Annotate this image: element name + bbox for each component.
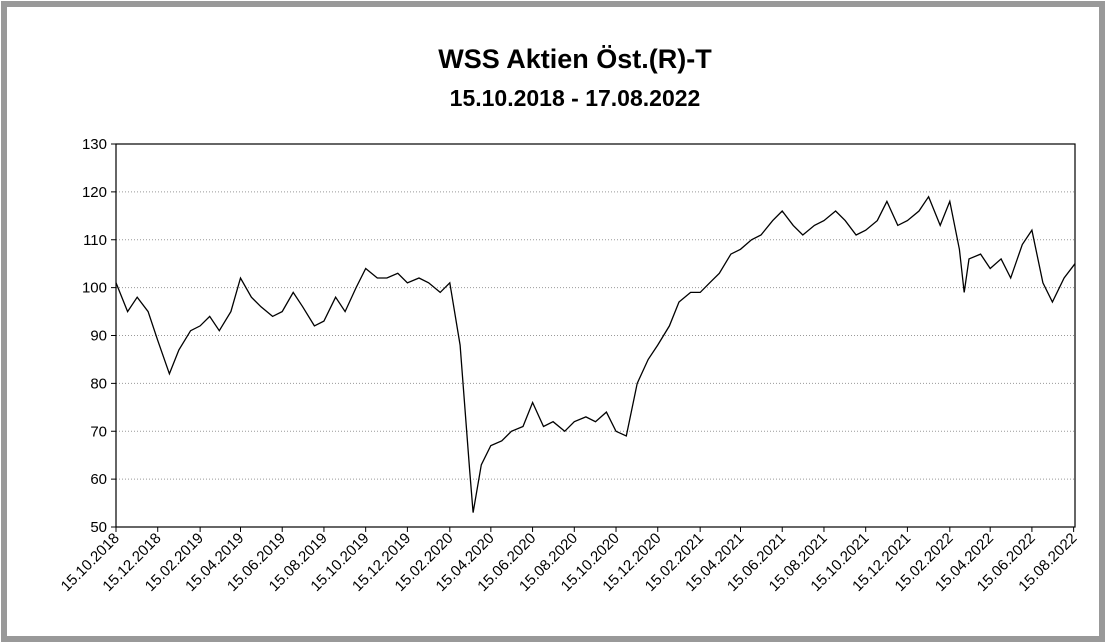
plot-area xyxy=(115,143,1076,528)
y-tick-label: 130 xyxy=(82,136,107,153)
y-tick-label: 50 xyxy=(90,519,107,536)
line xyxy=(115,195,1076,513)
y-tick-label: 60 xyxy=(90,471,107,488)
chart-title: WSS Aktien Öst.(R)-T xyxy=(438,44,712,74)
chart-subtitle: 15.10.2018 - 17.08.2022 xyxy=(450,85,701,111)
y-tick-label: 120 xyxy=(82,184,107,201)
y-tick-label: 90 xyxy=(90,328,107,345)
y-tick-label: 80 xyxy=(90,375,107,392)
y-tick-label: 100 xyxy=(82,280,107,297)
y-tick-label: 110 xyxy=(83,232,107,249)
y-tick-label: 70 xyxy=(90,423,107,440)
